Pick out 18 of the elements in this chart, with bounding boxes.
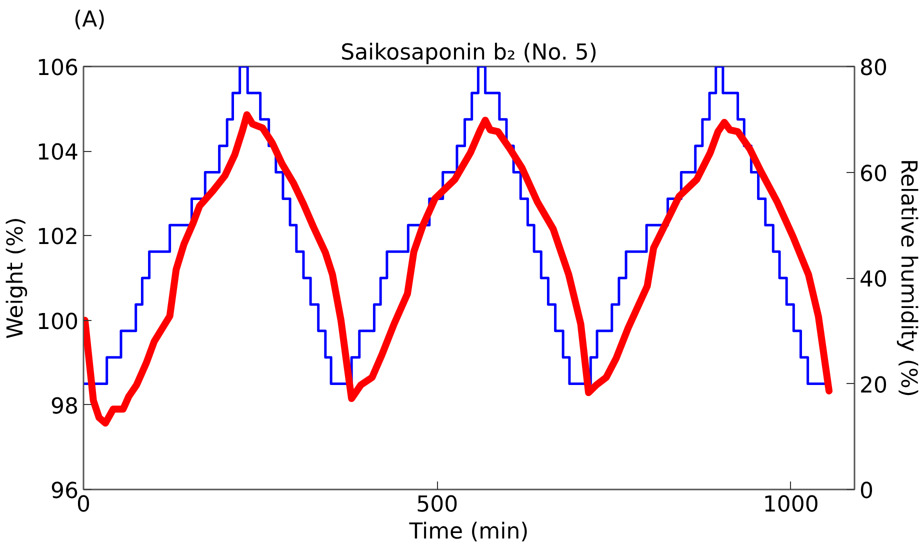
text: (A) bbox=[74, 8, 106, 32]
y-tick-label: 98 bbox=[50, 394, 79, 420]
y-axis-title: Weight (%) bbox=[4, 217, 29, 339]
y2-tick-label: 60 bbox=[860, 162, 888, 187]
y2-tick-label: 40 bbox=[860, 268, 888, 292]
y-tick-label: 106 bbox=[36, 56, 79, 81]
y-tick-label: 102 bbox=[36, 225, 79, 250]
y-tick-label: 104 bbox=[36, 140, 79, 166]
x-tick-label: 0 bbox=[76, 492, 90, 518]
y-tick-label: 96 bbox=[50, 479, 79, 504]
x-tick-label: 500 bbox=[416, 492, 458, 518]
y-tick-label: 100 bbox=[36, 310, 79, 335]
chart-title: Saikosaponin b₂ (No. 5) bbox=[340, 40, 598, 66]
y2-tick-label: 80 bbox=[860, 56, 888, 81]
x-tick-label: 1000 bbox=[762, 492, 819, 518]
x-axis-title: Time (min) bbox=[408, 520, 529, 544]
y2-tick-label: 20 bbox=[860, 373, 888, 398]
y2-axis-title: Relative humidity (%) bbox=[895, 159, 920, 397]
